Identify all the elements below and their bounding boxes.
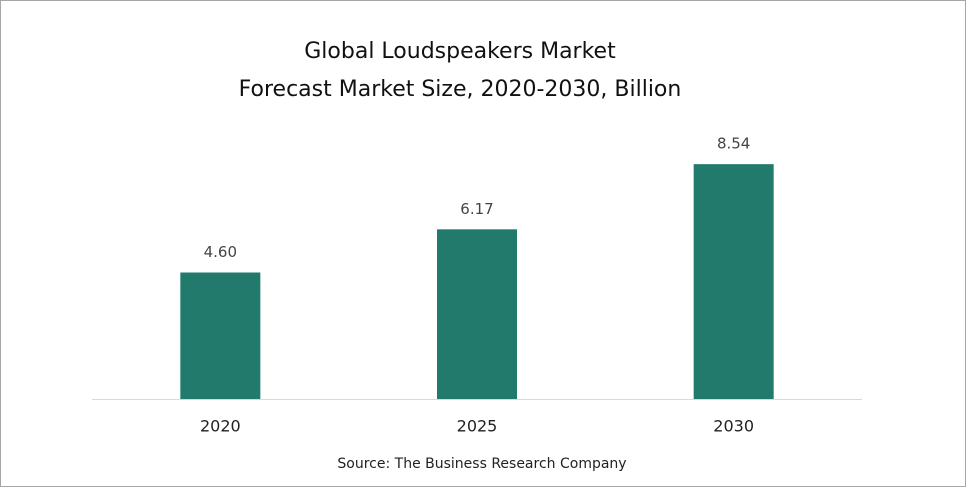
x-tick-label: 2020 (200, 417, 241, 436)
data-label: 6.17 (460, 200, 493, 218)
x-tick-label: 2030 (713, 417, 754, 436)
bar (180, 272, 261, 399)
source-note: Source: The Business Research Company (337, 456, 626, 472)
chart-subtitle: Forecast Market Size, 2020-2030, Billion (239, 77, 682, 102)
x-tick-label: 2025 (457, 417, 498, 436)
bar (693, 164, 774, 399)
data-label: 4.60 (204, 243, 237, 261)
chart-title: Global Loudspeakers Market (304, 39, 616, 64)
bar (437, 229, 517, 399)
data-label: 8.54 (717, 135, 750, 153)
